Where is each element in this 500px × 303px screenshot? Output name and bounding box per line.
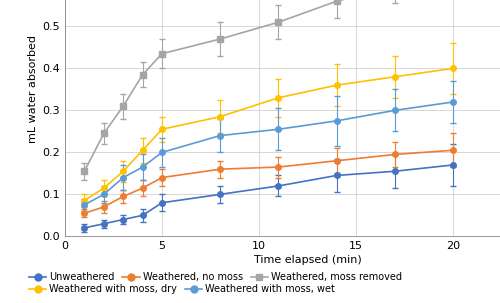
X-axis label: Time elapsed (min): Time elapsed (min) bbox=[254, 255, 362, 265]
Y-axis label: mL water absorbed: mL water absorbed bbox=[28, 35, 38, 143]
Legend: Weathered with moss, dry, Weathered with moss, wet: Weathered with moss, dry, Weathered with… bbox=[25, 280, 339, 298]
Legend: Unweathered, Weathered, no moss, Weathered, moss removed: Unweathered, Weathered, no moss, Weather… bbox=[25, 268, 406, 286]
